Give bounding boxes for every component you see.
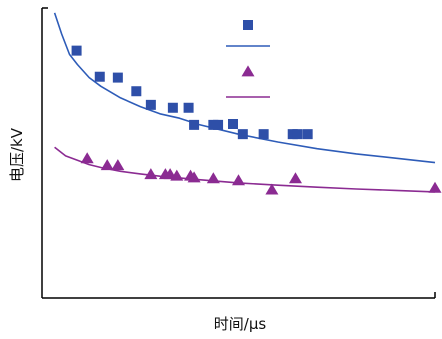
x-axis-label: 时间/μs [214, 315, 267, 333]
square-marker [71, 45, 82, 56]
square-marker [237, 129, 248, 140]
triangle-marker [100, 159, 114, 171]
triangle-marker [80, 152, 94, 164]
triangle-marker [111, 159, 125, 171]
square-marker [145, 99, 156, 110]
y-axis-label: 电压/kV [8, 127, 26, 182]
square-marker [258, 129, 269, 140]
square-marker [213, 119, 224, 130]
triangle-marker [428, 181, 442, 193]
triangle-marker [288, 172, 302, 184]
square-marker [302, 129, 313, 140]
legend-square-symbol [243, 20, 253, 30]
square-marker [112, 72, 123, 83]
square-marker [183, 102, 194, 113]
fit-curve-1 [53, 12, 436, 164]
axes [41, 7, 436, 299]
fit-curves [53, 12, 436, 193]
square-marker [189, 119, 200, 130]
data-markers [71, 45, 442, 195]
square-marker [94, 71, 105, 82]
fit-curve-3 [54, 146, 436, 193]
triangle-marker [232, 174, 245, 186]
triangle-marker [265, 183, 279, 195]
triangle-marker [206, 172, 220, 184]
square-marker [227, 119, 238, 129]
triangle-marker [144, 168, 158, 180]
triangle-marker [170, 169, 184, 181]
triangle-marker [187, 171, 201, 183]
square-marker [131, 86, 142, 97]
square-marker [167, 102, 178, 113]
legend-triangle-symbol [241, 65, 255, 77]
legend [226, 20, 270, 98]
square-marker [292, 129, 303, 140]
